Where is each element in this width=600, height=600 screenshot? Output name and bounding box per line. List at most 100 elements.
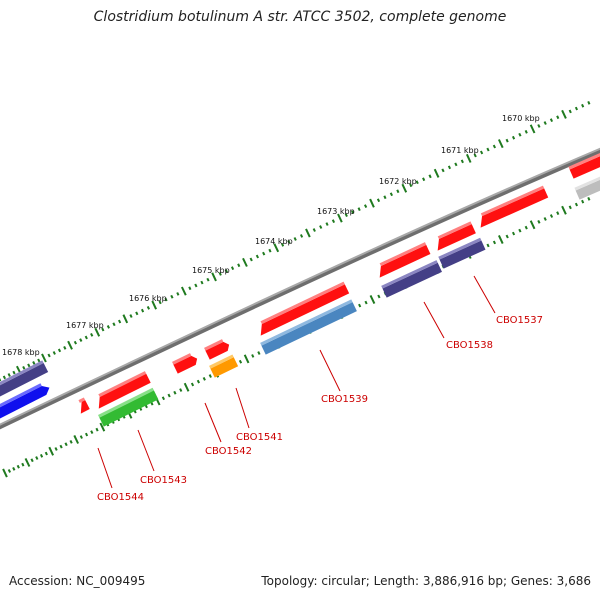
minor-tick — [587, 100, 591, 105]
minor-tick — [39, 453, 44, 458]
major-tick — [180, 286, 187, 296]
minor-tick — [237, 263, 241, 268]
major-tick — [122, 314, 129, 324]
minor-tick — [389, 192, 394, 197]
minor-tick — [454, 162, 458, 167]
gene-arrow-red — [204, 339, 230, 360]
minor-tick — [376, 198, 381, 203]
minor-tick — [262, 251, 266, 256]
major-tick — [73, 434, 80, 444]
minor-tick — [312, 228, 316, 232]
minor-tick — [2, 375, 7, 380]
major-tick — [369, 294, 376, 305]
minor-tick — [587, 196, 591, 201]
minor-tick — [7, 469, 12, 473]
scale-label: 1670 kbp — [502, 114, 540, 123]
minor-tick — [351, 210, 355, 215]
minor-tick — [190, 382, 195, 387]
minor-tick — [543, 121, 547, 125]
minor-tick — [146, 305, 151, 310]
minor-tick — [179, 388, 183, 392]
gene-arrow-red — [568, 150, 600, 179]
gene-labels: CBO1537 CBO1538 CBO1539 CBO1541 CBO1542 … — [97, 315, 543, 503]
minor-tick — [106, 325, 110, 329]
minor-tick — [287, 239, 291, 244]
minor-tick — [170, 294, 174, 299]
minor-tick — [167, 393, 171, 398]
minor-tick — [194, 283, 198, 288]
major-tick — [305, 228, 311, 238]
minor-tick — [57, 348, 62, 353]
genome-backbone — [0, 147, 600, 430]
minor-tick — [32, 361, 36, 365]
minor-tick — [238, 359, 243, 364]
minor-tick — [574, 202, 579, 207]
minor-tick — [543, 217, 547, 221]
minor-tick — [135, 311, 139, 316]
minor-tick — [22, 365, 26, 370]
gene-arrow-gray — [574, 173, 600, 200]
minor-tick — [63, 345, 67, 350]
minor-tick — [268, 248, 272, 253]
minor-tick — [377, 294, 381, 299]
forward-strand-genes — [0, 150, 600, 427]
minor-tick — [574, 106, 579, 111]
scale-label: 1674 kbp — [255, 237, 293, 246]
minor-tick — [460, 159, 464, 164]
gene-label: CBO1541 — [236, 432, 283, 443]
minor-tick — [251, 354, 255, 358]
minor-tick — [511, 231, 516, 236]
minor-tick — [202, 376, 206, 381]
major-tick — [401, 183, 408, 193]
minor-tick — [549, 118, 554, 123]
minor-tick — [176, 292, 180, 296]
leader-line — [423, 301, 445, 339]
minor-tick — [518, 132, 522, 137]
major-tick — [465, 153, 472, 163]
gene-arrow-red — [172, 353, 198, 374]
minor-tick — [208, 374, 212, 378]
leader-line — [319, 349, 341, 392]
minor-tick — [79, 435, 83, 439]
minor-tick — [428, 174, 432, 179]
gene-label: CBO1539 — [321, 394, 368, 405]
minor-tick — [47, 353, 51, 358]
minor-tick — [230, 266, 235, 271]
reverse-strand-genes — [78, 173, 600, 427]
minor-tick — [161, 396, 166, 401]
minor-tick — [364, 300, 368, 305]
gene-arrow-red — [437, 221, 476, 251]
gene-arrow-red — [78, 397, 90, 414]
minor-tick — [84, 432, 89, 437]
minor-tick — [249, 257, 253, 262]
major-tick — [2, 468, 8, 478]
minor-tick — [79, 338, 83, 342]
minor-tick — [556, 211, 560, 216]
minor-tick — [16, 464, 20, 469]
major-tick — [243, 354, 250, 364]
minor-tick — [37, 358, 41, 363]
minor-tick — [479, 150, 484, 155]
minor-tick — [581, 199, 585, 204]
minor-tick — [188, 286, 192, 291]
leader-line — [473, 275, 496, 314]
minor-tick — [90, 430, 94, 435]
minor-tick — [299, 234, 304, 238]
major-tick — [151, 300, 158, 310]
minor-tick — [224, 269, 229, 273]
minor-tick — [473, 153, 477, 158]
minor-tick — [27, 363, 31, 368]
minor-tick — [218, 272, 222, 276]
minor-tick — [84, 335, 88, 340]
leader-line — [204, 402, 222, 443]
minor-tick — [511, 135, 516, 140]
gene-arrow-red — [379, 242, 431, 278]
major-tick — [67, 340, 73, 350]
outer-scale-ring — [0, 100, 591, 382]
minor-tick — [357, 207, 361, 212]
gene-arrow-red — [98, 371, 151, 409]
gene-label-leaders — [97, 275, 496, 489]
minor-tick — [200, 280, 204, 285]
minor-tick — [69, 439, 73, 444]
major-tick — [48, 446, 55, 456]
